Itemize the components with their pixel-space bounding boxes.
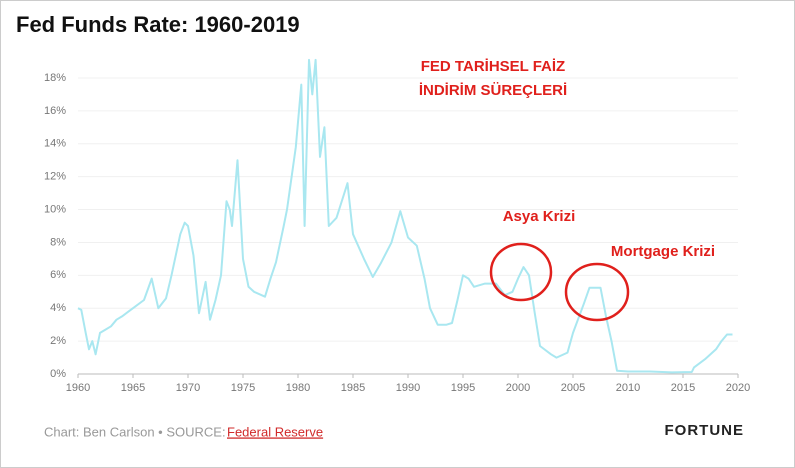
x-tick-label: 2010 xyxy=(616,382,640,394)
annotation: FED TARİHSEL FAİZ xyxy=(421,58,565,75)
x-tick-label: 1965 xyxy=(121,382,145,394)
highlight-circle xyxy=(564,262,630,322)
highlight-circle xyxy=(489,242,553,302)
x-tick-label: 2005 xyxy=(561,382,585,394)
chart-title: Fed Funds Rate: 1960-2019 xyxy=(16,12,300,37)
x-tick-label: 2000 xyxy=(506,382,530,394)
annotation: Mortgage Krizi xyxy=(611,243,715,260)
annotation: Asya Krizi xyxy=(503,208,576,225)
x-tick-label: 1990 xyxy=(396,382,420,394)
x-tick-label: 1975 xyxy=(231,382,255,394)
y-tick-label: 10% xyxy=(44,203,66,215)
source-link[interactable]: Federal Reserve xyxy=(227,424,323,439)
x-tick-label: 1970 xyxy=(176,382,200,394)
y-tick-label: 14% xyxy=(44,138,66,150)
x-tick-label: 2020 xyxy=(726,382,750,394)
y-tick-label: 8% xyxy=(50,236,66,248)
y-tick-label: 0% xyxy=(50,368,66,380)
brand: FORTUNE xyxy=(665,422,745,439)
x-tick-label: 1960 xyxy=(66,382,90,394)
y-tick-label: 4% xyxy=(50,302,66,314)
y-tick-label: 18% xyxy=(44,72,66,84)
credit: Chart: Ben Carlson • SOURCE: xyxy=(44,424,226,439)
y-tick-label: 12% xyxy=(44,171,66,183)
x-tick-label: 1980 xyxy=(286,382,310,394)
rate-line xyxy=(77,58,733,374)
x-tick-label: 1985 xyxy=(341,382,365,394)
x-tick-label: 2015 xyxy=(671,382,695,394)
annotation: İNDİRİM SÜREÇLERİ xyxy=(419,82,567,99)
y-tick-label: 6% xyxy=(50,269,66,281)
y-tick-label: 16% xyxy=(44,105,66,117)
y-tick-label: 2% xyxy=(50,335,66,347)
x-tick-label: 1995 xyxy=(451,382,475,394)
